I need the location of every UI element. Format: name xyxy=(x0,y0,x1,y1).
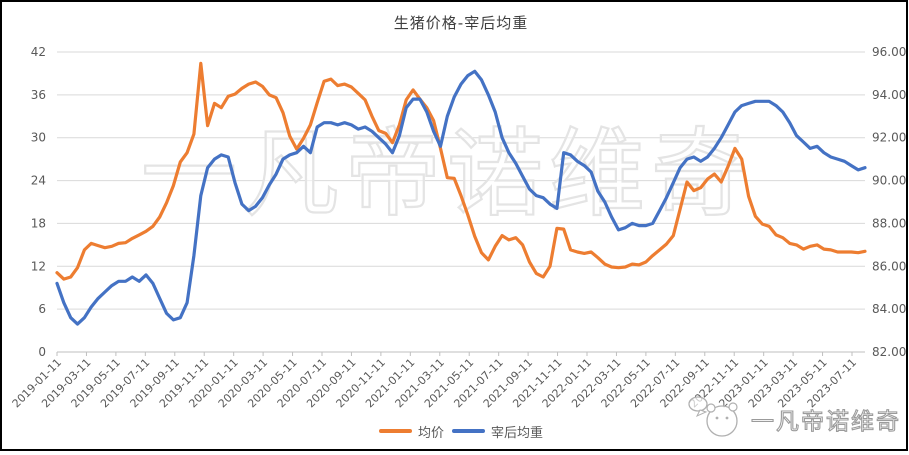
watermark-face-icon xyxy=(706,405,738,437)
avg-price-line xyxy=(55,61,867,281)
y-axis-label-left: 0 xyxy=(38,345,46,359)
slaughter-weight-line-swatch xyxy=(452,429,485,433)
legend-label-slaughter-weight: 宰后均重 xyxy=(491,425,544,441)
watermark-speech-bubble-tail-icon xyxy=(695,409,708,418)
y-axis-label-right: 92.00 xyxy=(872,131,906,145)
slaughter-weight-line xyxy=(55,69,867,326)
corner-watermark: 一凡帝诺维奇 xyxy=(751,409,901,435)
y-axis-label-right: 84.00 xyxy=(872,302,906,316)
legend-label-avg-price: 均价 xyxy=(417,425,444,441)
chart-title: 生猪价格-宰后均重 xyxy=(393,14,529,32)
avg-price-line-swatch xyxy=(378,429,412,433)
y-axis-label-left: 18 xyxy=(31,216,46,230)
chart-legend: 均价 宰后均重 xyxy=(57,422,865,441)
y-axis-label-right: 96.00 xyxy=(872,45,906,59)
y-axis-label-right: 86.00 xyxy=(872,259,906,273)
y-axis-label-left: 42 xyxy=(31,45,46,59)
y-axis-label-right: 94.00 xyxy=(872,88,906,102)
legend-item-slaughter-weight: 宰后均重 xyxy=(452,422,543,441)
y-axis-label-right: 90.00 xyxy=(872,174,906,188)
watermark-ear-icon xyxy=(706,403,716,413)
legend-item-avg-price: 均价 xyxy=(378,422,444,441)
watermark-eye-icon xyxy=(715,416,719,420)
y-axis-label-left: 24 xyxy=(31,174,46,188)
y-axis-label-left: 30 xyxy=(31,131,46,145)
y-axis-label-left: 6 xyxy=(38,302,46,316)
watermark-speech-bubble-icon xyxy=(688,396,708,412)
y-axis-label-right: 88.00 xyxy=(872,216,906,230)
y-axis-label-right: 82.00 xyxy=(872,345,906,359)
watermark-eye-icon xyxy=(725,416,729,420)
watermark-ear-icon xyxy=(728,402,738,412)
y-axis-label-left: 12 xyxy=(31,259,46,273)
y-axis-label-left: 36 xyxy=(31,88,46,102)
